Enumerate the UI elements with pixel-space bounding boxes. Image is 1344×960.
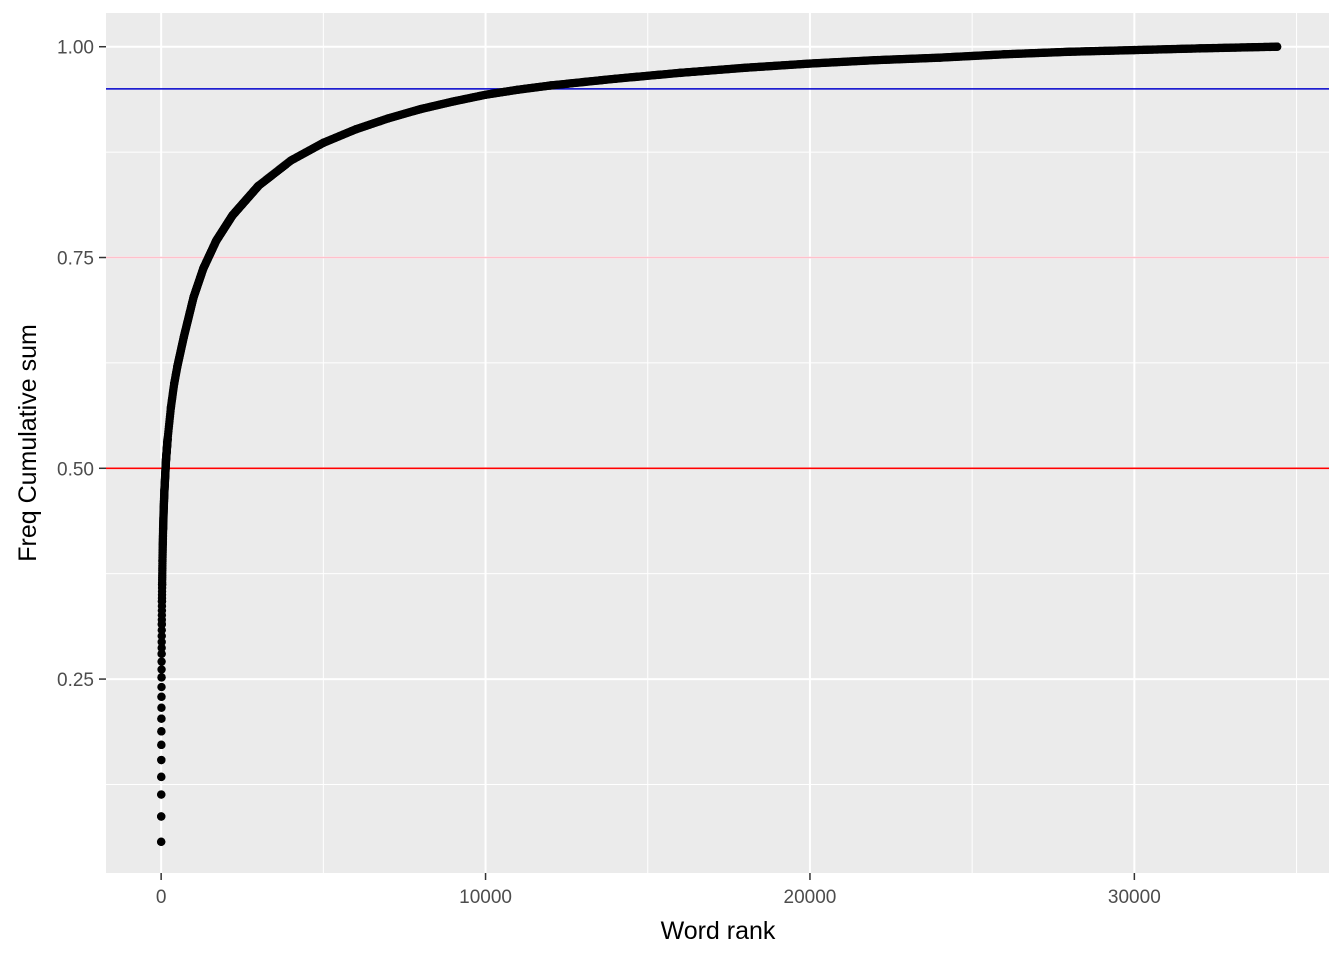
y-tick-label: 0.75 bbox=[57, 249, 94, 270]
plot-panel bbox=[106, 13, 1329, 873]
data-point bbox=[156, 837, 166, 847]
data-point bbox=[157, 790, 166, 799]
data-point bbox=[157, 643, 166, 653]
data-point bbox=[157, 740, 166, 750]
data-point bbox=[157, 631, 166, 641]
minor-gridlines bbox=[106, 13, 1329, 873]
data-point bbox=[157, 665, 166, 674]
y-tick-label: 0.25 bbox=[57, 670, 94, 691]
x-tick-label: 20000 bbox=[784, 887, 837, 908]
data-point bbox=[157, 625, 166, 635]
reference-lines bbox=[106, 88, 1329, 470]
x-tick-label: 0 bbox=[156, 887, 167, 908]
data-point bbox=[157, 772, 166, 782]
data-point bbox=[157, 714, 166, 723]
data-point bbox=[1272, 42, 1282, 51]
x-axis: 0 10000 20000 30000 bbox=[156, 873, 1161, 908]
data-point bbox=[157, 637, 166, 647]
data-point bbox=[157, 649, 166, 658]
data-point bbox=[157, 755, 166, 765]
data-points bbox=[156, 42, 1282, 847]
x-tick-label: 30000 bbox=[1108, 887, 1161, 908]
y-tick-label: 0.50 bbox=[57, 459, 94, 480]
data-point bbox=[157, 673, 166, 682]
y-axis: 0.25 0.50 0.75 1.00 bbox=[57, 38, 106, 691]
data-point bbox=[157, 657, 166, 666]
data-point bbox=[157, 682, 166, 692]
y-axis-title: Freq Cumulative sum bbox=[14, 324, 42, 562]
x-axis-title: Word rank bbox=[661, 917, 776, 945]
data-point bbox=[157, 692, 166, 701]
data-point bbox=[157, 703, 166, 712]
y-tick-label: 1.00 bbox=[57, 38, 94, 59]
data-point bbox=[157, 727, 166, 736]
data-point bbox=[157, 812, 166, 821]
x-tick-label: 10000 bbox=[459, 887, 512, 908]
